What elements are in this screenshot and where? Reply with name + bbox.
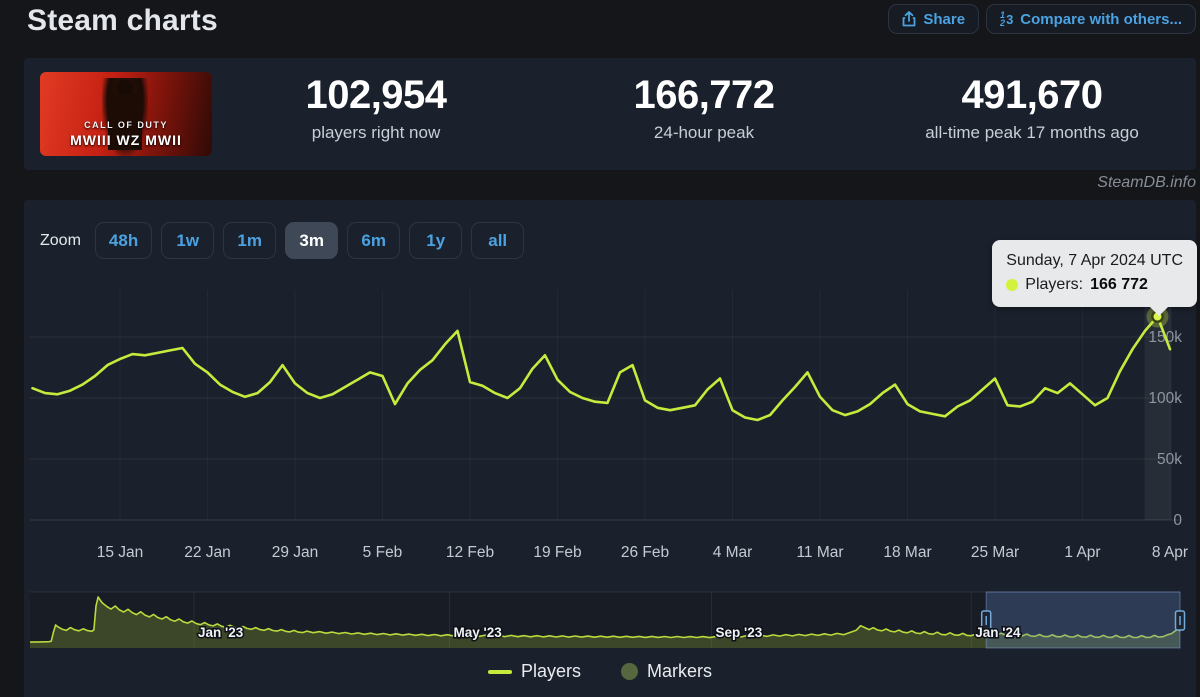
share-button[interactable]: Share xyxy=(888,4,980,34)
x-axis-label: 11 Mar xyxy=(796,544,843,561)
stats-row: 102,954 players right now 166,772 24-hou… xyxy=(212,58,1196,170)
peak-24h-label: 24-hour peak xyxy=(653,123,755,142)
zoom-option-6m[interactable]: 6m xyxy=(347,222,401,259)
zoom-option-3m[interactable]: 3m xyxy=(285,222,339,259)
chart-legend: Players Markers xyxy=(0,661,1200,682)
alltime-peak-label: all-time peak 17 months ago xyxy=(925,123,1139,142)
zoom-label: Zoom xyxy=(40,231,81,249)
players-series-dot-icon xyxy=(1006,279,1019,291)
stat-24h-peak: 166,772 24-hour peak xyxy=(540,58,868,170)
steamdb-watermark: SteamDB.info xyxy=(1097,174,1196,191)
navigator-area xyxy=(30,597,1180,648)
navigator-axis-label: Jan '23 xyxy=(198,625,244,640)
legend-players-label: Players xyxy=(520,661,581,681)
x-axis-label: 1 Apr xyxy=(1064,544,1100,561)
navigator-axis-label: Jan '24 xyxy=(975,625,1021,640)
navigator-line xyxy=(29,596,1181,643)
tooltip-caret xyxy=(1149,306,1169,316)
y-axis-label: 50k xyxy=(1157,451,1182,468)
x-axis-label: 18 Mar xyxy=(883,544,931,561)
x-axis-label: 19 Feb xyxy=(533,544,581,561)
zoom-option-all[interactable]: all xyxy=(471,222,525,259)
peak-24h-value: 166,772 xyxy=(633,73,775,117)
game-capsule[interactable]: CALL OF DUTY MWIII WZ MWII xyxy=(40,72,212,156)
legend-item-markers[interactable]: Markers xyxy=(621,661,712,682)
stat-current-players: 102,954 players right now xyxy=(212,58,540,170)
stat-alltime-peak: 491,670 all-time peak 17 months ago xyxy=(868,58,1196,170)
chart-tooltip: Sunday, 7 Apr 2024 UTC Players: 166 772 xyxy=(992,240,1197,316)
tooltip-players-value: 166 772 xyxy=(1090,276,1148,293)
zoom-option-1w[interactable]: 1w xyxy=(161,222,215,259)
tooltip-series-label: Players: xyxy=(1025,276,1084,293)
players-line-icon xyxy=(487,669,512,674)
navigator-axis-label: Sep '23 xyxy=(715,625,762,640)
markers-circle-icon xyxy=(621,663,638,680)
x-axis-label: 29 Jan xyxy=(272,544,319,561)
current-players-label: players right now xyxy=(311,123,441,142)
share-label: Share xyxy=(923,10,966,28)
game-title-small: CALL OF DUTY xyxy=(84,120,168,130)
alltime-peak-value: 491,670 xyxy=(961,73,1103,117)
soldier-artwork xyxy=(102,78,148,156)
legend-markers-label: Markers xyxy=(647,661,713,681)
x-axis-label: 25 Mar xyxy=(971,544,1019,561)
players-line xyxy=(31,315,1172,422)
compare-label: Compare with others... xyxy=(1020,10,1182,28)
share-icon xyxy=(902,11,916,27)
y-axis-label: 0 xyxy=(1173,512,1182,529)
x-axis-label: 12 Feb xyxy=(446,544,494,561)
stats-panel: CALL OF DUTY MWIII WZ MWII 102,954 playe… xyxy=(24,58,1196,170)
legend-item-players[interactable]: Players xyxy=(487,661,581,682)
zoom-option-1y[interactable]: 1y xyxy=(409,222,463,259)
zoom-controls: Zoom 48h 1w 1m 3m 6m 1y all xyxy=(40,222,525,259)
zoom-option-48h[interactable]: 48h xyxy=(94,222,153,259)
tooltip-date: Sunday, 7 Apr 2024 UTC xyxy=(1006,252,1183,269)
zoom-option-1m[interactable]: 1m xyxy=(223,222,277,259)
x-axis-label: 4 Mar xyxy=(713,544,753,561)
y-axis-label: 100k xyxy=(1148,390,1182,407)
game-logo-text: MWIII WZ MWII xyxy=(70,132,182,148)
crosshair-band xyxy=(1144,290,1172,520)
navigator-axis-label: May '23 xyxy=(454,625,503,640)
navigator-selection[interactable] xyxy=(985,591,1181,649)
current-players-value: 102,954 xyxy=(305,73,447,117)
page-title: Steam charts xyxy=(27,4,218,37)
x-axis-label: 5 Feb xyxy=(363,544,403,561)
x-axis-label: 15 Jan xyxy=(97,544,144,561)
x-axis-label: 8 Apr xyxy=(1152,544,1188,561)
x-axis-label: 22 Jan xyxy=(184,544,231,561)
x-axis-label: 26 Feb xyxy=(621,544,669,561)
